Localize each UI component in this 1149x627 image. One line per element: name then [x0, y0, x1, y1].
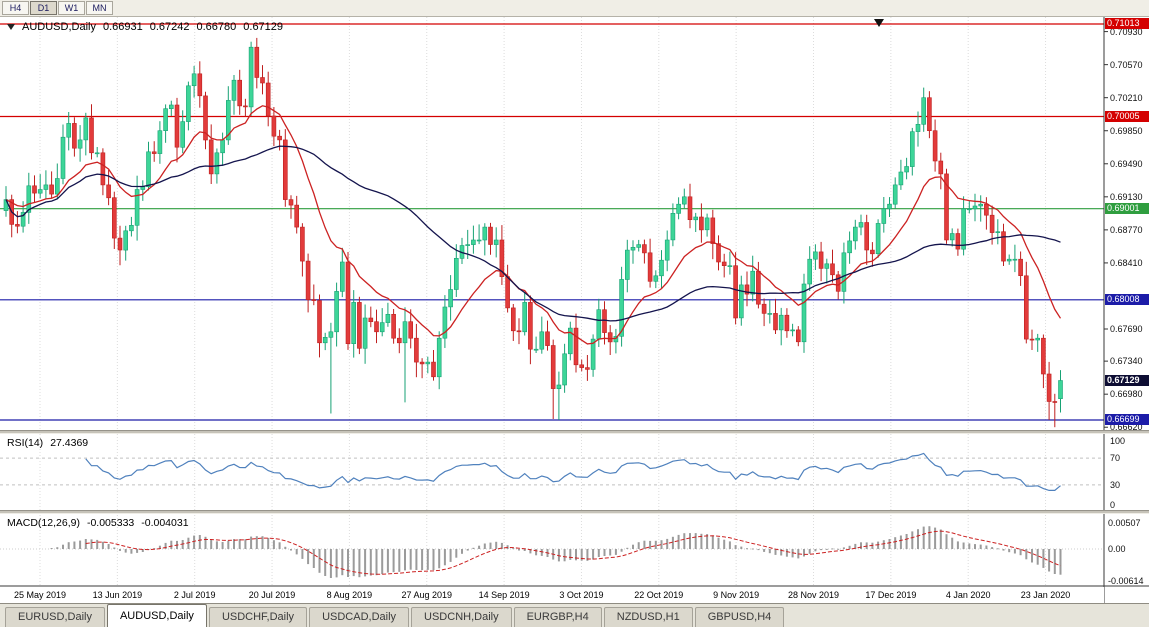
rsi-label: RSI(14): [7, 437, 44, 449]
date-tick-label: 22 Oct 2019: [634, 590, 684, 600]
date-tick-label: 27 Aug 2019: [401, 590, 453, 600]
tab-eurgbp-h4[interactable]: EURGBP,H4: [513, 607, 602, 627]
date-tick-label: 9 Nov 2019: [713, 590, 760, 600]
tab-audusd-daily[interactable]: AUDUSD,Daily: [106, 604, 207, 627]
timeframe-w1-button[interactable]: W1: [58, 1, 85, 15]
macd-histogram: [50, 526, 1062, 578]
timeframe-toolbar: H4 D1 W1 MN: [0, 0, 1149, 17]
timeframe-h4-button[interactable]: H4: [2, 1, 29, 15]
ohlc-high: 0.67242: [149, 21, 190, 33]
panel-splitter-rsi[interactable]: [0, 430, 1149, 434]
date-tick-label: 14 Sep 2019: [478, 590, 530, 600]
symbol-marker-icon: [7, 24, 15, 30]
date-tick-label: 2 Jul 2019: [173, 590, 216, 600]
date-tick-label: 20 Jul 2019: [248, 590, 296, 600]
main-chart-plot[interactable]: [0, 17, 1104, 430]
date-tick-label: 17 Dec 2019: [865, 590, 917, 600]
chart-symbol-label: AUDUSD,Daily: [22, 21, 96, 33]
macd-main-value: -0.005333: [86, 517, 135, 529]
tab-usdchf-daily[interactable]: USDCHF,Daily: [208, 607, 308, 627]
chart-title: AUDUSD,Daily 0.66931 0.67242 0.66780 0.6…: [7, 21, 283, 33]
rsi-value: 27.4369: [50, 437, 89, 449]
date-tick-label: 4 Jan 2020: [945, 590, 991, 600]
tab-eurusd-daily[interactable]: EURUSD,Daily: [5, 607, 105, 627]
date-tick-label: 25 May 2019: [13, 590, 67, 600]
candlesticks: [3, 37, 1063, 428]
rsi-line: [85, 452, 1061, 491]
ma-fast-line: [5, 105, 1062, 345]
date-tick-label: 3 Oct 2019: [559, 590, 604, 600]
date-tick-label: 8 Aug 2019: [326, 590, 373, 600]
ma-slow-line: [5, 145, 1061, 322]
ohlc-low: 0.66780: [196, 21, 237, 33]
date-tick-label: 23 Jan 2020: [1020, 590, 1071, 600]
ohlc-open: 0.66931: [102, 21, 143, 33]
tab-gbpusd-h4[interactable]: GBPUSD,H4: [694, 607, 785, 627]
tab-usdcad-daily[interactable]: USDCAD,Daily: [309, 607, 410, 627]
panel-splitter-macd[interactable]: [0, 510, 1149, 514]
timeframe-mn-button[interactable]: MN: [86, 1, 113, 15]
chart-shift-marker[interactable]: [874, 19, 884, 27]
macd-signal-line: [85, 530, 1061, 575]
chart-tabs-bar: EURUSD,Daily AUDUSD,Daily USDCHF,Daily U…: [0, 603, 1149, 627]
macd-signal-value: -0.004031: [141, 517, 189, 529]
rsi-indicator-plot[interactable]: [0, 434, 1104, 510]
timeframe-d1-button[interactable]: D1: [30, 1, 57, 15]
date-tick-label: 28 Nov 2019: [787, 590, 840, 600]
date-tick-label: 13 Jun 2019: [92, 590, 143, 600]
rsi-title: RSI(14) 27.4369: [7, 437, 88, 449]
macd-title: MACD(12,26,9) -0.005333 -0.004031: [7, 517, 189, 529]
macd-label: MACD(12,26,9): [7, 517, 80, 529]
time-axis: 25 May 2019 13 Jun 2019 2 Jul 2019 20 Jul 2…: [0, 587, 1104, 603]
ohlc-close: 0.67129: [243, 21, 284, 33]
tab-nzdusd-h1[interactable]: NZDUSD,H1: [603, 607, 693, 627]
tab-usdcnh-daily[interactable]: USDCNH,Daily: [411, 607, 512, 627]
